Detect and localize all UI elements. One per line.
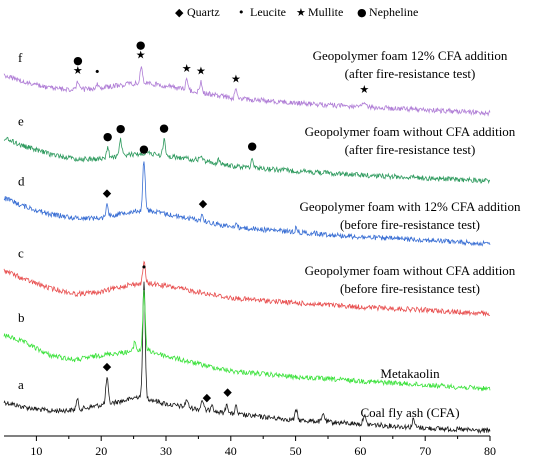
curve-label-line: (before fire-resistance test) (340, 281, 480, 296)
series-layer (3, 66, 491, 434)
series-line-f (3, 66, 491, 117)
legend-item-leucite: • Leucite (238, 5, 286, 19)
series-line-a (3, 281, 491, 434)
x-tick-label: 10 (30, 444, 42, 458)
curve-label-f: Geopolymer foam 12% CFA addition (after f… (313, 48, 508, 81)
legend-label-leucite: Leucite (250, 5, 286, 19)
legend-label-nepheline: Nepheline (369, 5, 418, 19)
series-line-c (3, 260, 491, 317)
legend-symbol-quartz: ◆ (175, 6, 184, 19)
curve-label-line: Metakaolin (380, 366, 440, 381)
marker-nepheline: ● (136, 38, 146, 51)
x-tick-label: 50 (290, 444, 302, 458)
marker-quartz: ◆ (103, 360, 112, 373)
marker-leucite: • (94, 65, 101, 78)
curve-label-line: Coal fly ash (CFA) (360, 405, 459, 420)
marker-mullite: ★ (73, 64, 83, 77)
x-tick-label: 30 (160, 444, 172, 458)
curve-label-c: Geopolymer foam without CFA addition (bef… (305, 263, 516, 296)
legend-item-mullite: ★ Mullite (296, 5, 343, 19)
marker-mullite: ★ (231, 72, 241, 85)
curve-label-e: Geopolymer foam without CFA addition (aft… (305, 124, 516, 157)
marker-mullite: ★ (196, 64, 206, 77)
legend-symbol-leucite: • (238, 6, 245, 19)
marker-quartz: ◆ (103, 187, 112, 200)
curve-letter-f: f (18, 50, 23, 65)
curve-labels-layer: a Coal fly ash (CFA) b Metakaolin c Geopolyme… (18, 48, 521, 420)
marker-nepheline: ● (116, 122, 126, 135)
curve-label-d: Geopolymer foam with 12% CFA addition (be… (299, 199, 521, 232)
x-tick-label: 60 (354, 444, 366, 458)
marker-quartz: ◆ (199, 197, 208, 210)
legend: ◆ Quartz • Leucite ★ Mullite ● Nepheline (175, 5, 418, 19)
marker-quartz: ◆ (203, 391, 212, 404)
curve-label-line: Geopolymer foam with 12% CFA addition (299, 199, 521, 214)
curve-letter-b: b (18, 310, 25, 325)
marker-mullite: ★ (359, 83, 369, 96)
x-axis: 10 20 30 40 50 60 70 80 (4, 435, 496, 458)
curve-label-line: (after fire-resistance test) (345, 142, 476, 157)
series-line-d (3, 161, 491, 247)
x-tick-label: 80 (484, 444, 496, 458)
x-tick-label: 70 (419, 444, 431, 458)
marker-mullite: ★ (182, 62, 192, 75)
marker-nepheline: ● (139, 142, 149, 155)
marker-nepheline: ● (103, 130, 113, 143)
series-line-e (3, 136, 491, 185)
marker-leucite: • (141, 261, 148, 274)
marker-nepheline: ● (159, 122, 169, 135)
curve-label-line: Geopolymer foam without CFA addition (305, 124, 516, 139)
legend-symbol-mullite: ★ (296, 6, 306, 19)
legend-label-quartz: Quartz (187, 5, 220, 19)
curve-label-a: Coal fly ash (CFA) (360, 405, 459, 420)
curve-label-b: Metakaolin (380, 366, 440, 381)
legend-item-nepheline: ● Nepheline (357, 5, 418, 19)
curve-label-line: (before fire-resistance test) (340, 217, 480, 232)
legend-item-quartz: ◆ Quartz (175, 5, 220, 19)
curve-label-line: (after fire-resistance test) (345, 66, 476, 81)
curve-letter-d: d (18, 173, 25, 188)
marker-mullite: ★ (136, 48, 146, 61)
marker-nepheline: ● (247, 140, 257, 153)
legend-label-mullite: Mullite (308, 5, 343, 19)
x-tick-label: 40 (225, 444, 237, 458)
curve-letter-e: e (18, 113, 24, 128)
marker-quartz: ◆ (223, 385, 232, 398)
curve-letter-a: a (18, 377, 24, 392)
curve-letter-c: c (18, 246, 24, 261)
curve-label-line: Geopolymer foam 12% CFA addition (313, 48, 508, 63)
series-line-b (3, 289, 491, 392)
legend-symbol-nepheline: ● (357, 6, 367, 19)
marker-nepheline: ● (73, 54, 83, 67)
x-tick-label: 20 (95, 444, 107, 458)
curve-label-line: Geopolymer foam without CFA addition (305, 263, 516, 278)
phase-markers-layer: ◆•◆ ◆◆●◆●● ●●★●•★●★ ★★★ (73, 38, 369, 404)
